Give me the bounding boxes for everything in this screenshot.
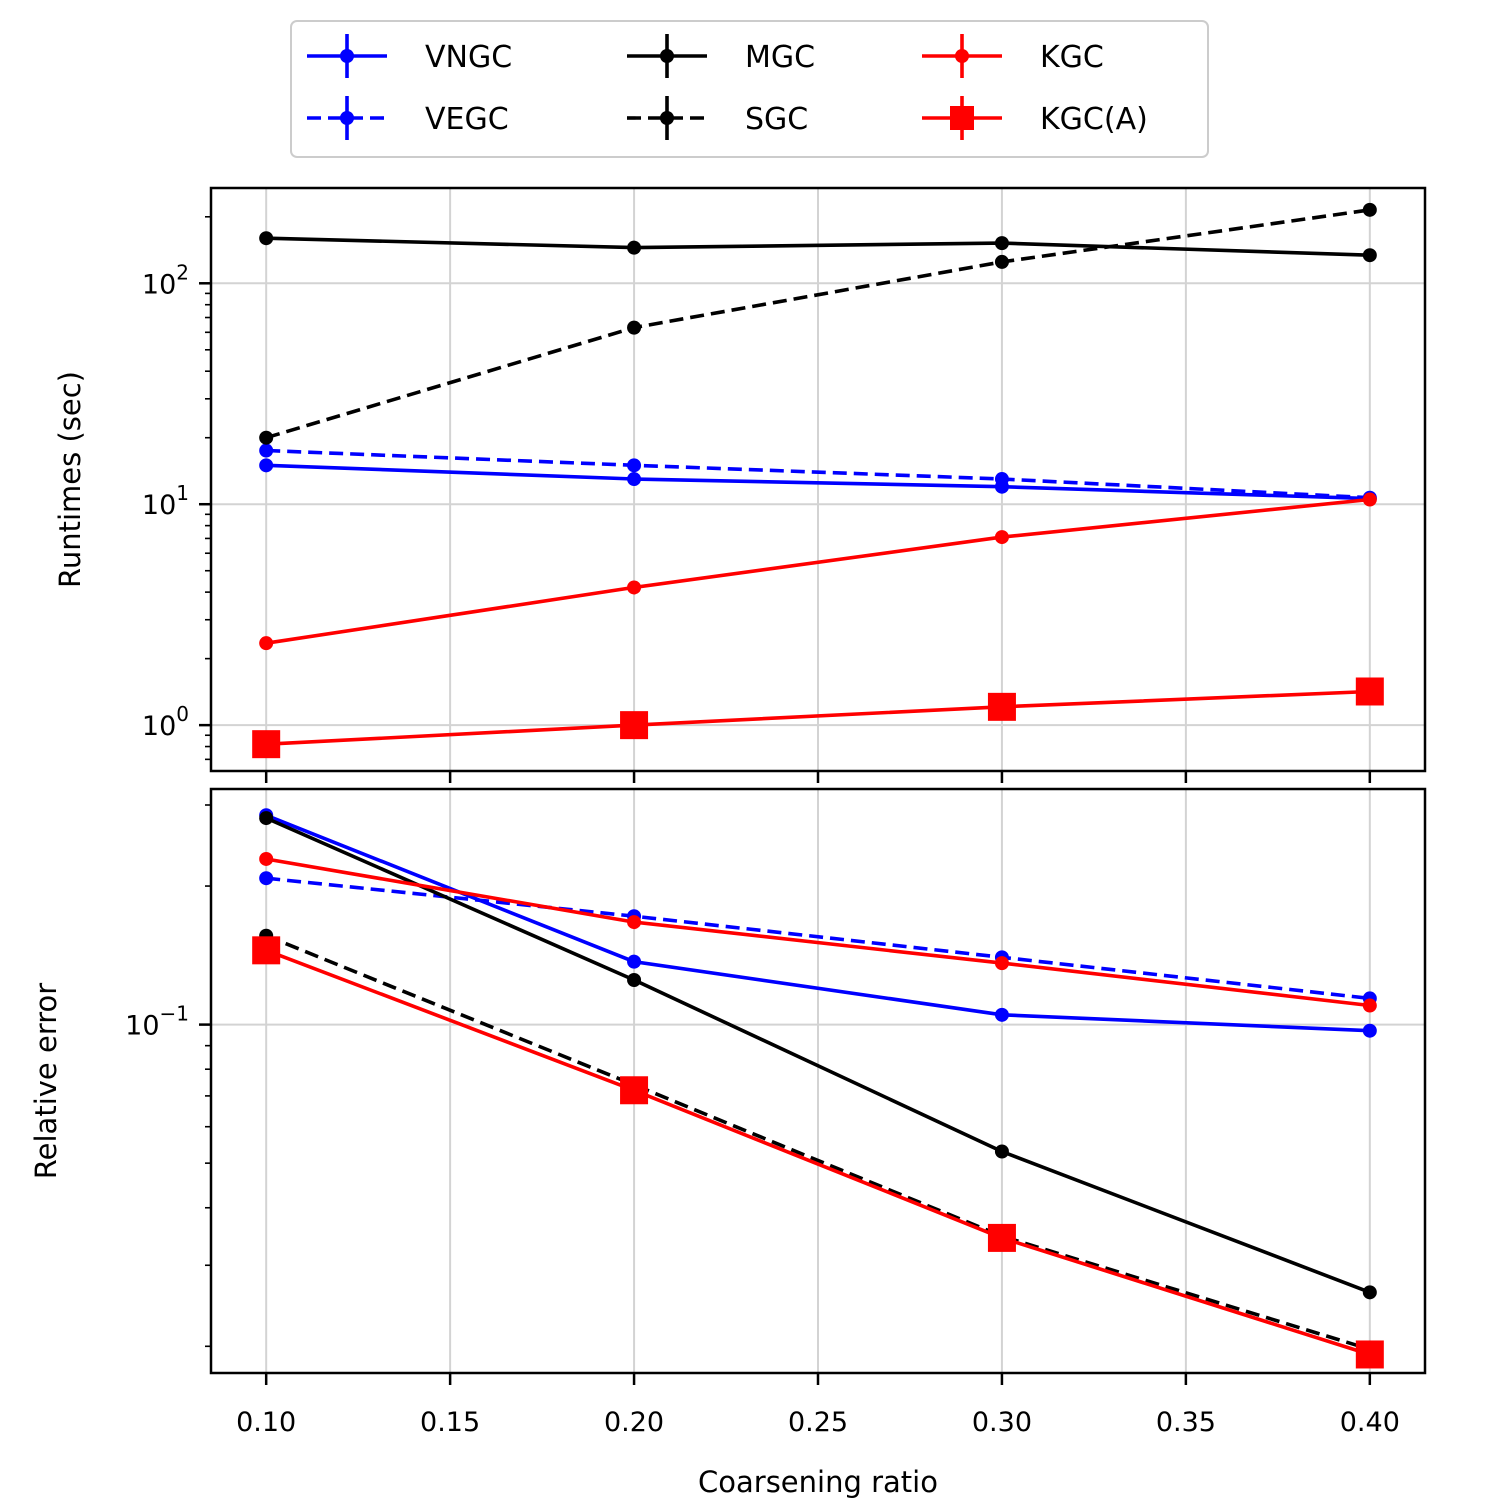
x-tick-label: 0.25: [788, 1407, 848, 1438]
error-y-tick-label: 10−1: [125, 1002, 189, 1042]
error-point-mgc: [259, 811, 274, 826]
legend-item-vegc: VEGC: [307, 96, 509, 140]
legend-item-sgc: SGC: [627, 96, 808, 140]
runtime-series-line-kgc: [265, 497, 1370, 645]
legend-item-kgc-a: KGC(A): [922, 96, 1148, 140]
error-point-kgc-a: [1355, 1340, 1384, 1369]
error-point-kgc: [627, 915, 642, 930]
legend-item-mgc: MGC: [627, 34, 815, 78]
runtime-point-vegc: [994, 472, 1009, 487]
runtime-point-kgc-a: [620, 711, 649, 740]
runtime-panel: 100 101 102 Runtimes (sec): [53, 186, 1427, 783]
runtime-point-mgc: [1362, 248, 1377, 263]
runtime-y-tick-label: 100: [142, 702, 189, 742]
runtime-point-kgc-a: [1355, 677, 1384, 706]
runtime-y-axis-label: Runtimes (sec): [53, 371, 87, 588]
error-point-kgc-a: [987, 1223, 1016, 1252]
error-point-kgc: [259, 851, 274, 866]
runtime-series-line-kgc-a: [266, 689, 1370, 746]
legend-label-kgc-a: KGC(A): [1040, 102, 1148, 137]
runtime-point-vngc: [627, 472, 642, 487]
error-point-mgc: [1362, 1285, 1377, 1300]
runtime-point-sgc: [994, 254, 1009, 269]
runtime-series-line-vegc: [266, 448, 1370, 500]
error-point-kgc: [1362, 998, 1377, 1013]
runtime-series-line-mgc: [266, 236, 1370, 257]
runtime-point-mgc: [627, 240, 642, 255]
legend-marker-sgc: [660, 111, 674, 125]
error-point-kgc-a: [252, 936, 281, 965]
legend-label-mgc: MGC: [745, 40, 815, 75]
error-series-line-mgc: [265, 816, 1371, 1294]
runtime-point-kgc: [259, 636, 274, 651]
legend-label-sgc: SGC: [745, 102, 808, 137]
error-y-axis-label: Relative error: [29, 983, 63, 1179]
x-tick-label: 0.40: [1340, 1407, 1400, 1438]
legend-marker-kgc-a: [950, 106, 974, 130]
error-point-mgc: [627, 972, 642, 987]
runtime-point-kgc-a: [252, 730, 281, 759]
legend-marker-vegc: [340, 111, 354, 125]
error-series-line-kgc-a: [265, 948, 1371, 1357]
error-series-line-sgc: [265, 934, 1371, 1352]
runtime-point-sgc: [259, 430, 274, 445]
error-panel: 0.10 0.15 0.20 0.25 0.30 0.35 0.40 10−1 Relativ…: [29, 787, 1427, 1499]
legend-marker-vngc: [340, 49, 354, 63]
runtime-point-kgc: [627, 580, 642, 595]
runtime-point-vngc: [259, 458, 274, 473]
error-point-vngc: [994, 1007, 1009, 1022]
x-axis-label: Coarsening ratio: [698, 1465, 938, 1499]
runtime-point-vegc: [627, 458, 642, 473]
error-point-vngc: [627, 954, 642, 969]
runtime-y-tick-label: 102: [142, 260, 189, 300]
legend-marker-mgc: [660, 49, 674, 63]
legend-marker-kgc: [955, 49, 969, 63]
error-series-line-vegc: [266, 876, 1370, 1001]
runtime-point-kgc: [994, 530, 1009, 545]
legend-label-vngc: VNGC: [425, 40, 512, 75]
x-tick-label: 0.30: [972, 1407, 1032, 1438]
x-tick-label: 0.15: [420, 1407, 480, 1438]
x-tick-label: 0.35: [1156, 1407, 1216, 1438]
runtime-series-line-vngc: [266, 463, 1370, 501]
runtime-point-sgc: [627, 320, 642, 335]
legend: VNGC VEGC MGC SGC KGC KGC(A): [290, 20, 1209, 158]
runtime-point-sgc: [1362, 202, 1377, 217]
error-series-line-vngc: [265, 813, 1370, 1033]
x-tick-label: 0.10: [236, 1407, 296, 1438]
runtime-series-line-sgc: [265, 208, 1371, 440]
error-point-kgc-a: [620, 1076, 649, 1105]
runtime-point-mgc: [994, 236, 1009, 251]
error-point-vngc: [1362, 1023, 1377, 1038]
error-point-mgc: [994, 1144, 1009, 1159]
legend-item-vngc: VNGC: [307, 34, 512, 78]
runtime-y-tick-label: 101: [142, 481, 189, 521]
error-series-line-kgc: [265, 857, 1371, 1008]
runtime-point-kgc-a: [987, 692, 1016, 721]
error-point-kgc: [994, 956, 1009, 971]
legend-label-kgc: KGC: [1040, 40, 1104, 75]
runtime-point-kgc: [1362, 492, 1377, 507]
x-tick-label: 0.20: [604, 1407, 664, 1438]
runtime-point-mgc: [259, 231, 274, 246]
legend-item-kgc: KGC: [922, 34, 1104, 78]
runtime-point-vegc: [259, 443, 274, 458]
error-point-vegc: [259, 871, 274, 886]
legend-label-vegc: VEGC: [425, 102, 509, 137]
